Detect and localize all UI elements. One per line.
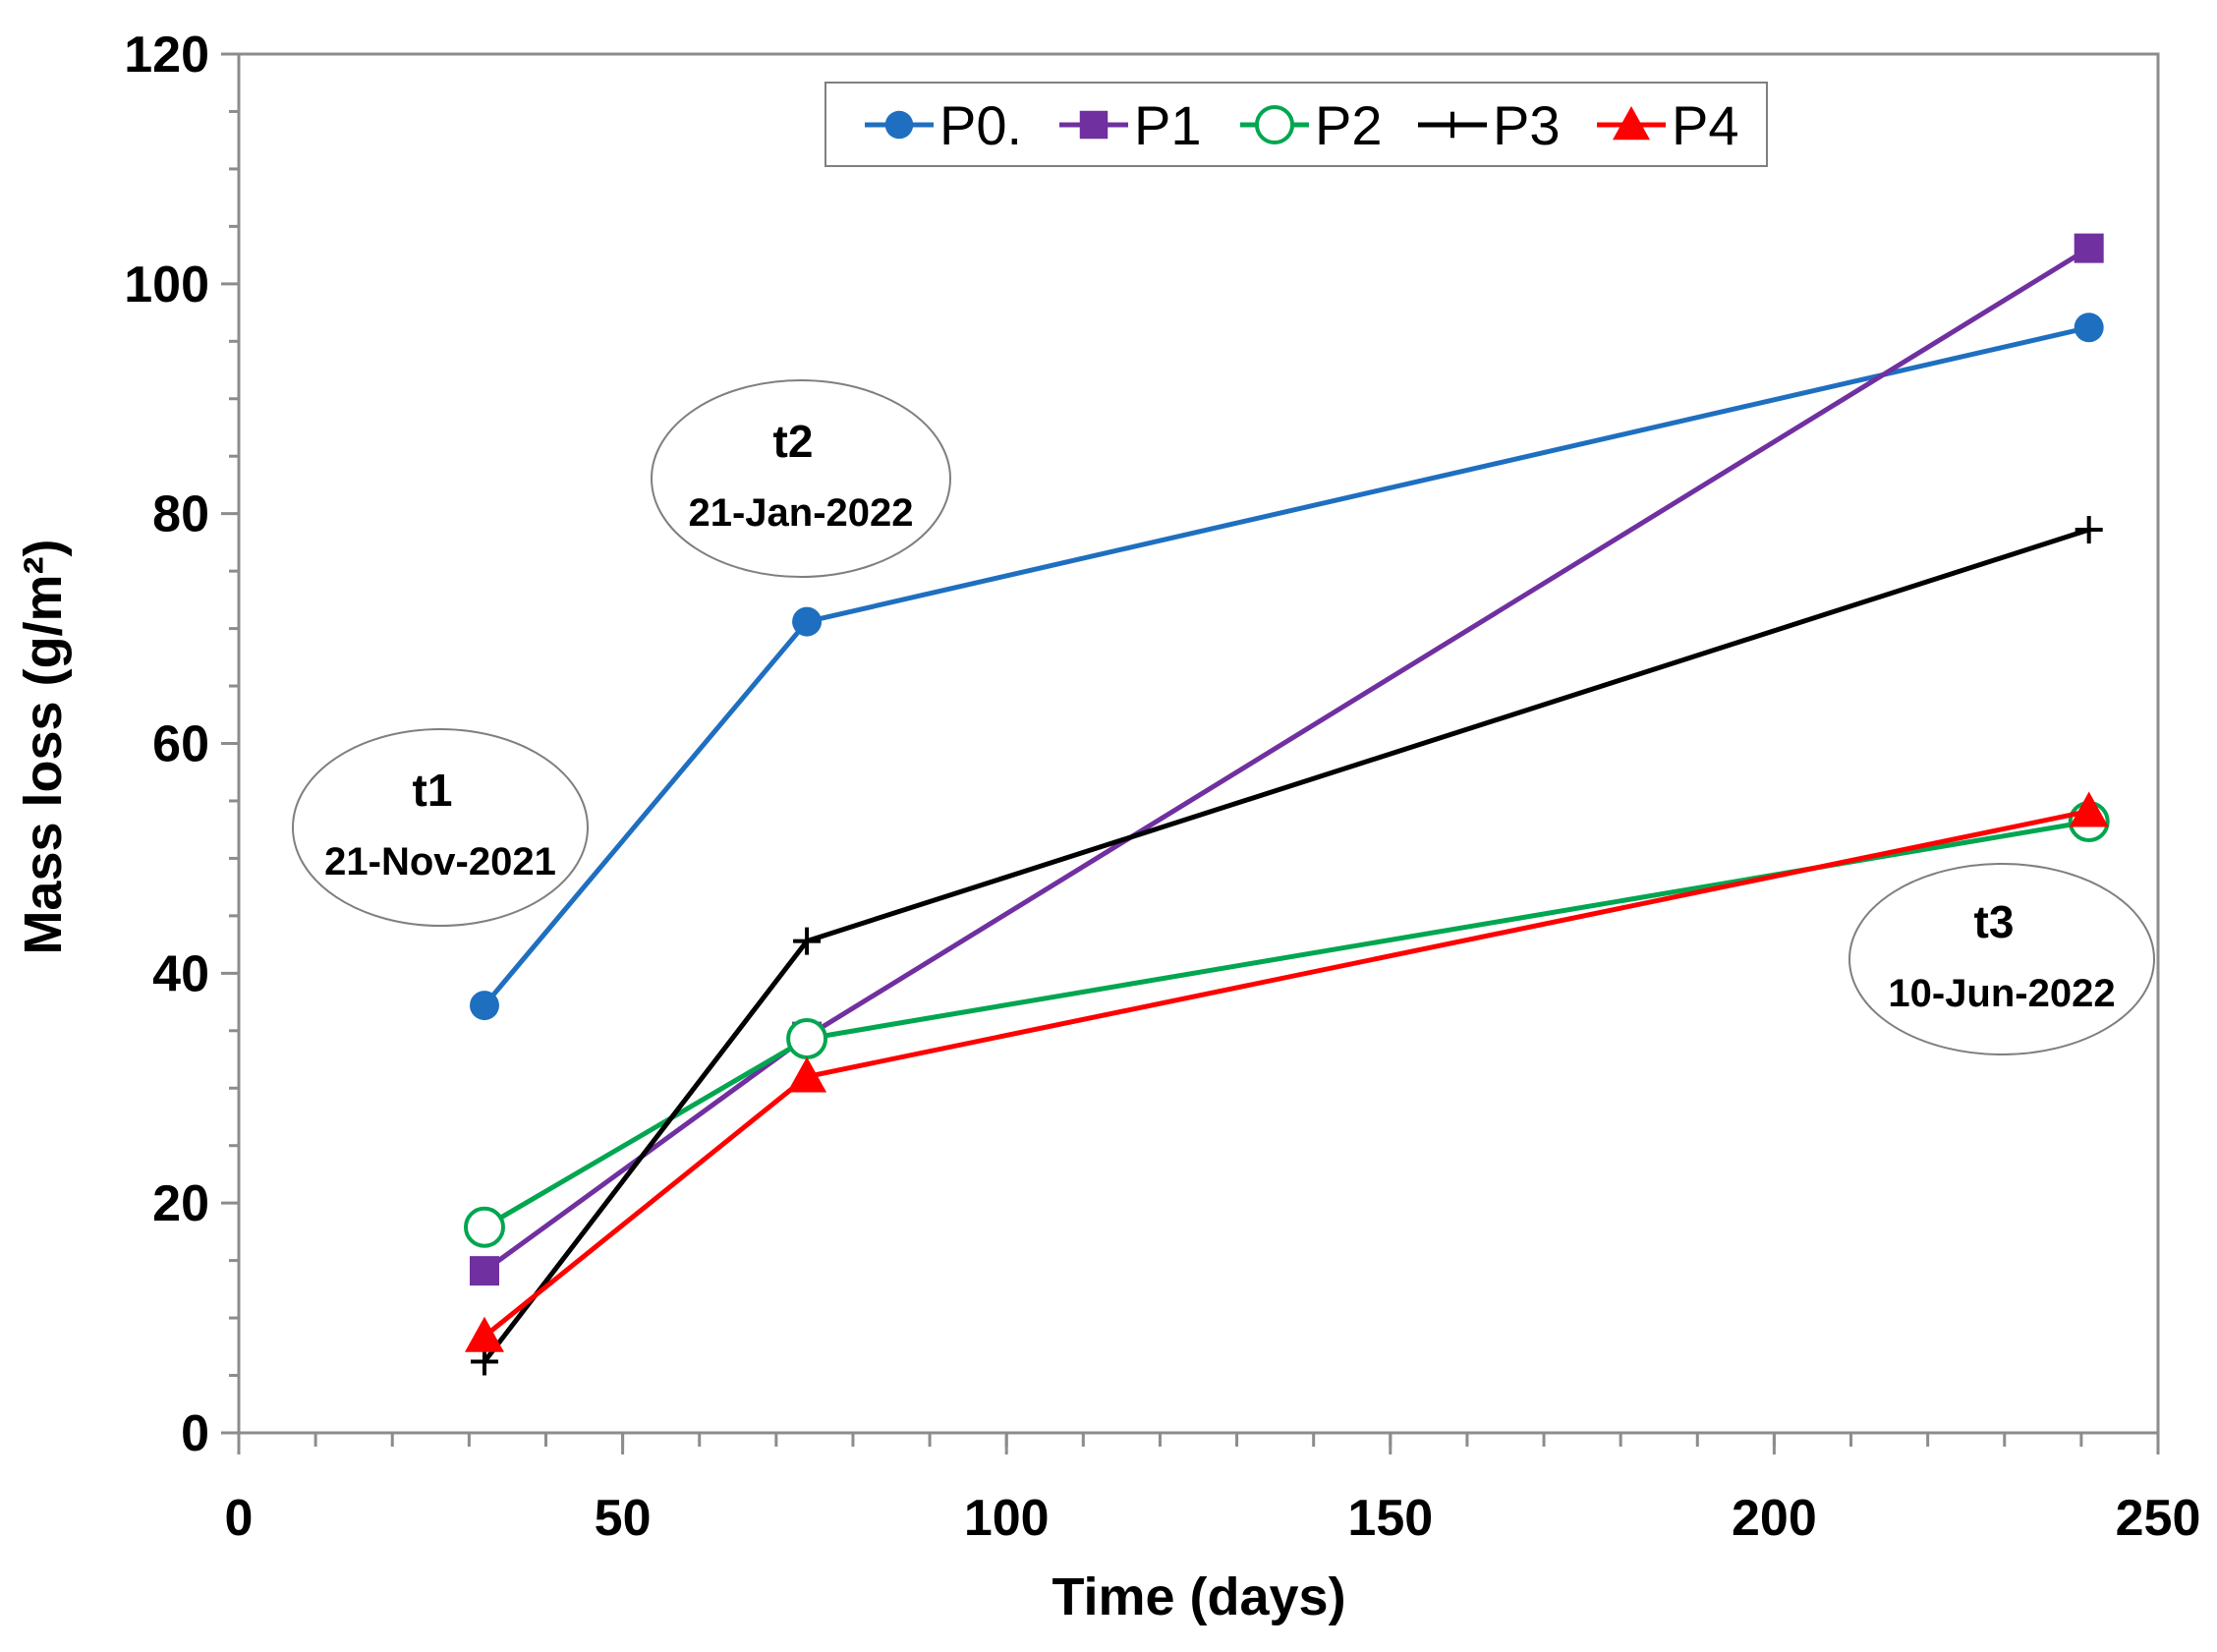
data-point-marker (470, 1347, 498, 1376)
y-tick-label: 60 (152, 716, 209, 773)
y-tick-label: 0 (181, 1405, 209, 1462)
series-p3 (470, 516, 2103, 1376)
legend-entry: P4 (1597, 94, 1739, 156)
annotation-ellipse (292, 728, 589, 927)
legend-entry: P3 (1418, 94, 1561, 156)
x-axis-title: Time (days) (1052, 1567, 1345, 1626)
y-tick-label: 20 (152, 1175, 209, 1232)
data-point-marker (1254, 104, 1295, 145)
data-point-marker (464, 1316, 504, 1352)
data-point-marker (786, 1017, 828, 1059)
annotation-date: 21-Jan-2022 (688, 491, 913, 535)
data-point-marker (792, 606, 823, 637)
data-point-marker (1439, 111, 1466, 139)
data-point-marker (2075, 516, 2103, 544)
annotation-date: 21-Nov-2021 (324, 840, 556, 883)
data-point-marker (793, 927, 822, 955)
data-point-marker (2074, 313, 2104, 343)
annotation-t2: t2 21-Jan-2022 (651, 379, 951, 578)
x-tick-label: 50 (595, 1490, 652, 1547)
plot-frame (237, 52, 2160, 1435)
series-layer (463, 233, 2110, 1376)
annotation-ellipse (1848, 863, 2155, 1055)
y-tick-label: 100 (124, 256, 209, 313)
y-tick-label: 40 (152, 945, 209, 1002)
legend-entry: P0. (865, 94, 1022, 156)
series-p1 (469, 233, 2104, 1286)
legend: P0. P1 P2 P3 P4 (824, 82, 1768, 167)
legend-entry: P1 (1059, 94, 1202, 156)
x-tick-label: 150 (1347, 1490, 1433, 1547)
annotation-title: t2 (773, 416, 814, 467)
series-p0 (469, 313, 2104, 1021)
axes: 0 20 40 60 80 100 120 0 50 100 150 200 250 (124, 27, 2200, 1547)
annotation-ellipse (651, 379, 951, 578)
data-point-marker (884, 110, 914, 140)
legend-label: P3 (1493, 94, 1561, 156)
legend-label: P2 (1315, 94, 1383, 156)
legend-label: P0. (939, 94, 1022, 156)
data-point-marker (2074, 233, 2104, 263)
data-point-marker (469, 1256, 499, 1286)
x-tick-label: 250 (2116, 1490, 2201, 1547)
annotation-t1: t1 21-Nov-2021 (292, 728, 589, 927)
series-p4 (464, 791, 2109, 1352)
legend-label: P1 (1134, 94, 1202, 156)
legend-entry: P2 (1240, 94, 1383, 156)
legend-label: P4 (1672, 94, 1739, 156)
x-tick-label: 0 (225, 1490, 254, 1547)
series-line (483, 819, 2090, 1229)
series-line (483, 527, 2090, 1364)
data-point-marker (2069, 791, 2109, 827)
y-tick-label: 120 (124, 27, 209, 84)
data-point-marker (787, 1056, 827, 1093)
annotation-title: t3 (1974, 896, 2015, 947)
y-axis-title: Mass loss (g/m²) (14, 539, 73, 954)
data-point-marker (469, 991, 499, 1021)
series-line (483, 809, 2090, 1339)
annotations: t1 21-Nov-2021 t2 21-Jan-2022 t3 10-Jun-2022 (292, 379, 2155, 1055)
series-p2 (463, 801, 2110, 1248)
data-point-marker (1613, 106, 1650, 141)
x-tick-label: 100 (964, 1490, 1050, 1547)
data-point-marker (463, 1206, 505, 1248)
data-point-marker (1079, 110, 1108, 140)
annotation-t3: t3 10-Jun-2022 (1848, 863, 2155, 1055)
annotation-date: 10-Jun-2022 (1888, 972, 2115, 1015)
y-tick-label: 80 (152, 486, 209, 543)
annotation-title: t1 (413, 765, 453, 816)
x-tick-label: 200 (1732, 1490, 1817, 1547)
